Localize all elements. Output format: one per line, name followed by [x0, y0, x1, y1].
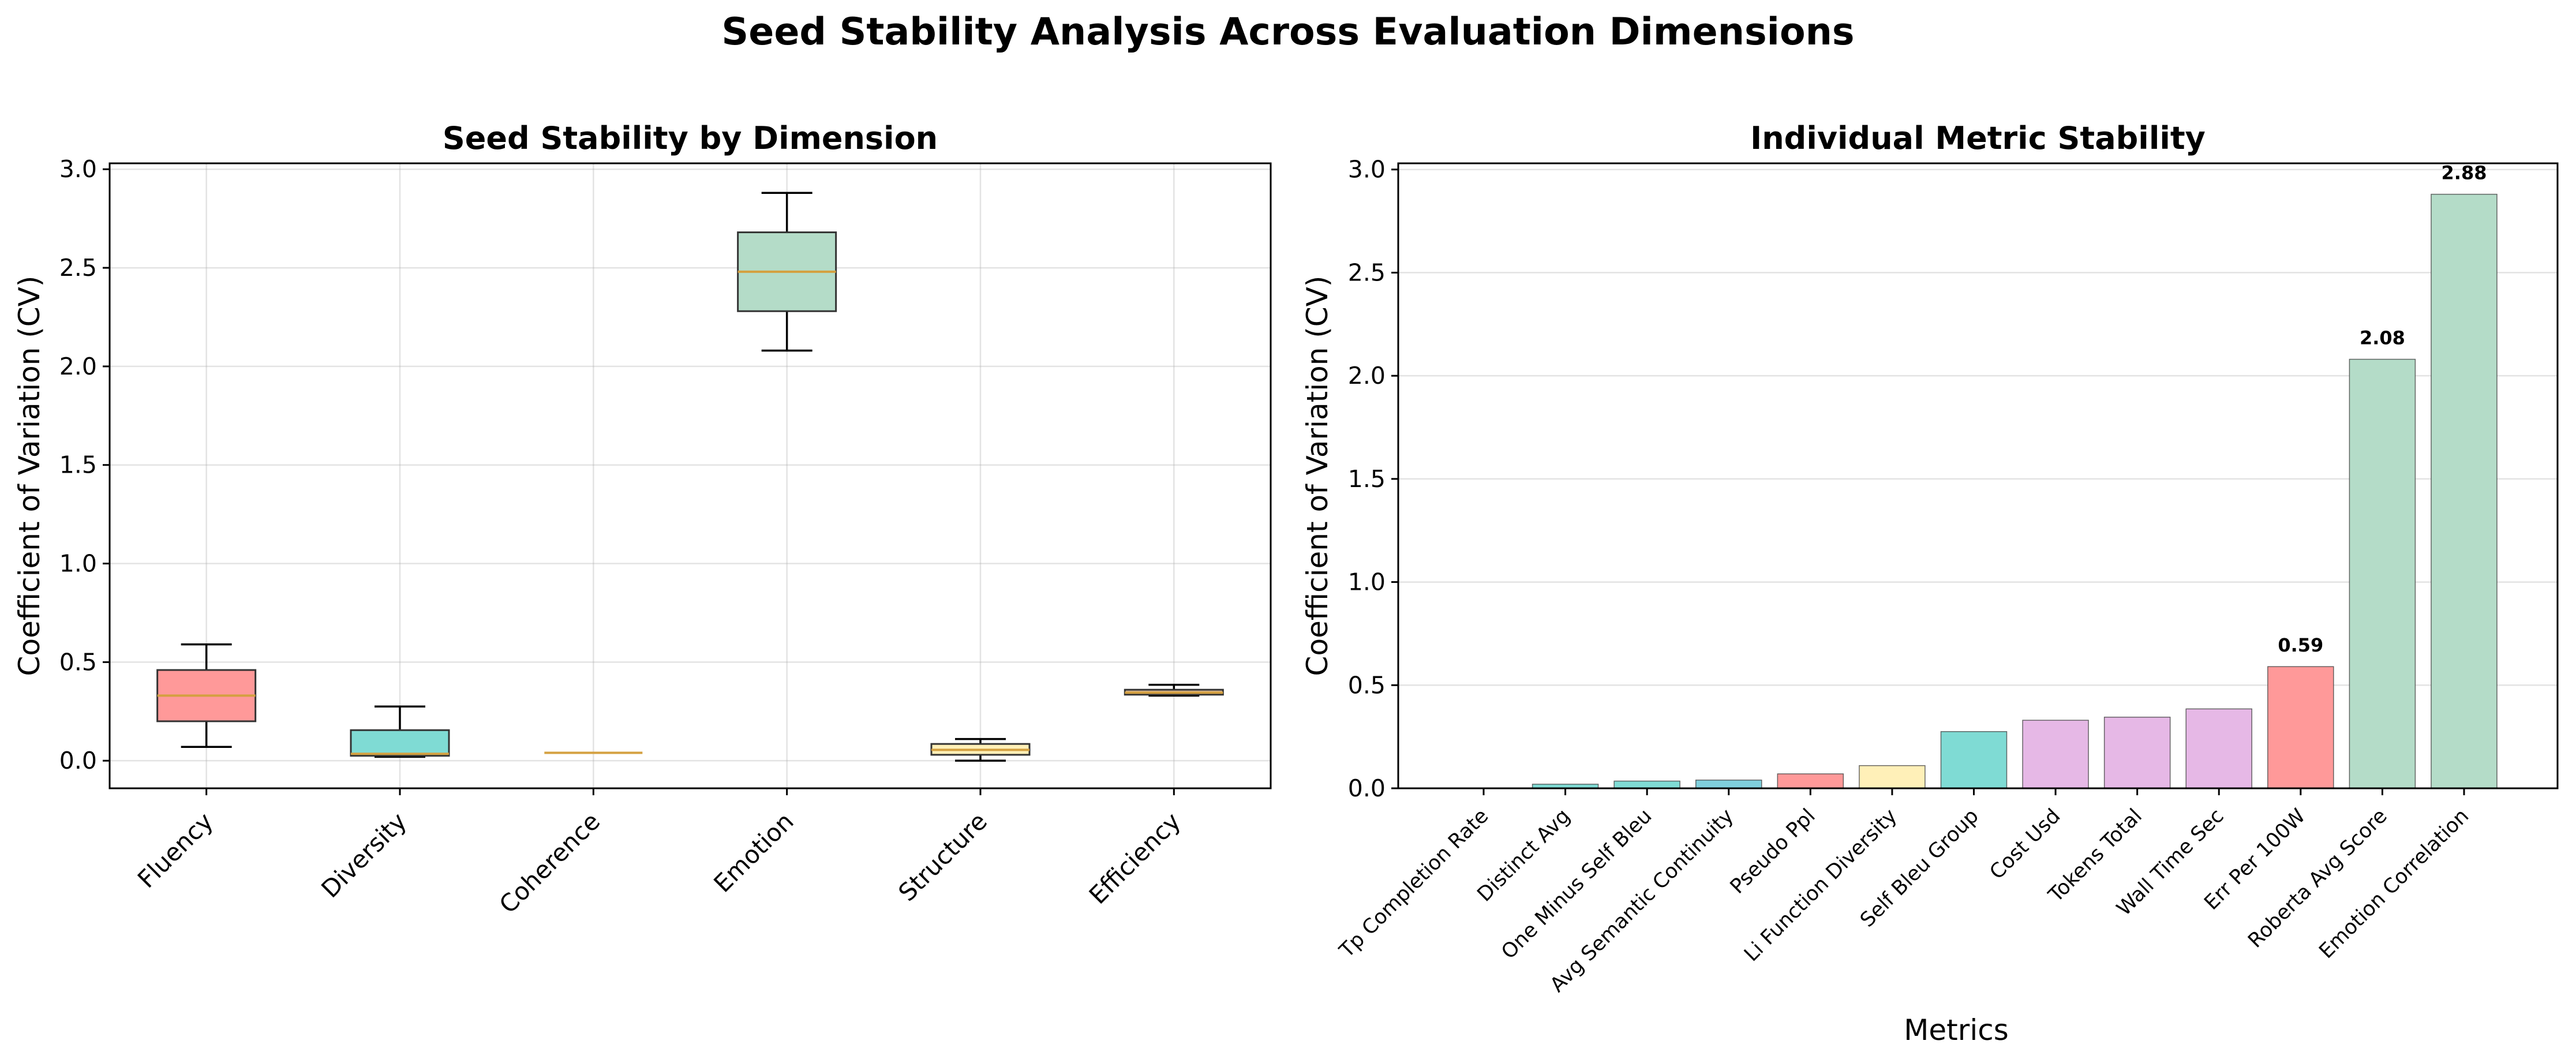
right-y-tick-label: 1.5	[1348, 465, 1386, 493]
bar-cost-usd	[2022, 720, 2089, 789]
box-fluency	[156, 643, 257, 748]
bar-tokens-total	[2103, 716, 2171, 789]
left-boxes	[156, 192, 1224, 762]
left-y-tick-label: 3.0	[59, 155, 97, 183]
right-chart-title: Individual Metric Stability	[1750, 120, 2206, 156]
right-x-tick-label-one-minus-self-bleu: One Minus Self Bleu	[1497, 804, 1656, 964]
left-x-tick-label-coherence: Coherence	[494, 807, 606, 919]
bar-rect	[2349, 358, 2416, 789]
bar-rect	[1940, 731, 2008, 789]
bar-avg-semantic-continuity	[1695, 779, 1762, 789]
left-x-tick-label-structure: Structure	[893, 807, 993, 907]
left-y-axis-label: Coefficient of Variation (CV)	[13, 276, 46, 676]
left-x-ticks: Fluency Diversity Coherence Emotion Structur…	[132, 788, 1186, 919]
bar-one-minus-self-bleu	[1613, 780, 1680, 789]
right-y-tick-label: 2.0	[1348, 362, 1386, 390]
right-x-tick-label-li-function-diversity: Li Function Diversity	[1740, 804, 1901, 966]
right-x-tick-label-cost-usd: Cost Usd	[1986, 804, 2065, 884]
bar-li-function-diversity	[1859, 765, 1926, 789]
bar-rect	[2103, 716, 2171, 789]
left-x-tick-label-fluency: Fluency	[132, 807, 219, 893]
right-y-ticks: 0.0 0.5 1.0 1.5 2.0 2.5 3.0	[1348, 156, 1398, 802]
bar-roberta-avg-score: 2.08	[2349, 327, 2416, 789]
bar-pseudo-ppl	[1777, 773, 1844, 789]
right-y-axis-label: Coefficient of Variation (CV)	[1301, 276, 1334, 676]
box-body	[350, 729, 450, 757]
right-chart-bar-plot: 0.59 2.08 2.88 0.0 0.5 1.0 1.5 2.0 2.5 3.0 Tp Co…	[1301, 120, 2559, 1047]
bar-value-label: 2.88	[2442, 162, 2487, 184]
right-y-tick-label: 0.0	[1348, 774, 1386, 802]
left-y-tick-label: 2.5	[59, 254, 97, 282]
left-x-tick-label-emotion: Emotion	[708, 807, 799, 897]
box-diversity	[350, 705, 450, 758]
bar-wall-time-sec	[2185, 708, 2252, 789]
left-y-tick-label: 0.0	[59, 747, 97, 774]
bar-rect	[2431, 193, 2498, 789]
bar-rect	[2185, 708, 2252, 789]
bar-value-label: 2.08	[2360, 327, 2405, 349]
right-x-tick-label-tp-completion-rate: Tp Completion Rate	[1335, 804, 1493, 963]
bar-rect	[1859, 765, 1926, 789]
bar-emotion-correlation: 2.88	[2431, 162, 2498, 789]
left-plot-frame	[108, 162, 1272, 789]
box-efficiency	[1124, 683, 1224, 697]
box-emotion	[737, 192, 837, 352]
right-x-tick-label-emotion-correlation: Emotion Correlation	[2315, 804, 2473, 963]
right-plot-frame	[1397, 162, 2559, 789]
right-y-tick-label: 3.0	[1348, 156, 1386, 184]
figure-title: Seed Stability Analysis Across Evaluatio…	[721, 10, 1855, 54]
left-chart-title: Seed Stability by Dimension	[443, 120, 938, 156]
right-y-tick-label: 1.0	[1348, 568, 1386, 596]
left-y-ticks: 0.0 0.5 1.0 1.5 2.0 2.5 3.0	[59, 155, 110, 774]
left-y-tick-label: 1.5	[59, 451, 97, 479]
bar-rect	[1613, 780, 1680, 789]
bar-value-label: 0.59	[2278, 634, 2323, 656]
bar-rect	[2267, 666, 2334, 789]
bar-rect	[1695, 779, 1762, 789]
left-chart-box-plot: 0.0 0.5 1.0 1.5 2.0 2.5 3.0 Fluency Diversity Co…	[13, 120, 1272, 919]
bar-err-per-100w: 0.59	[2267, 634, 2334, 789]
bar-rect	[2022, 720, 2089, 789]
right-y-tick-label: 0.5	[1348, 671, 1386, 699]
right-y-tick-label: 2.5	[1348, 259, 1386, 286]
right-x-axis-label: Metrics	[1904, 1013, 2009, 1047]
left-y-tick-label: 0.5	[59, 648, 97, 676]
right-x-tick-label-roberta-avg-score: Roberta Avg Score	[2244, 804, 2391, 952]
box-structure	[930, 738, 1031, 762]
left-x-tick-label-diversity: Diversity	[316, 807, 412, 903]
left-y-tick-label: 2.0	[59, 353, 97, 380]
left-x-tick-label-efficiency: Efficiency	[1084, 807, 1186, 909]
left-gridlines	[110, 163, 1271, 788]
bar-self-bleu-group	[1940, 731, 2008, 789]
right-bars: 0.59 2.08 2.88	[1532, 162, 2498, 789]
bar-rect	[1777, 773, 1844, 789]
left-y-tick-label: 1.0	[59, 550, 97, 578]
